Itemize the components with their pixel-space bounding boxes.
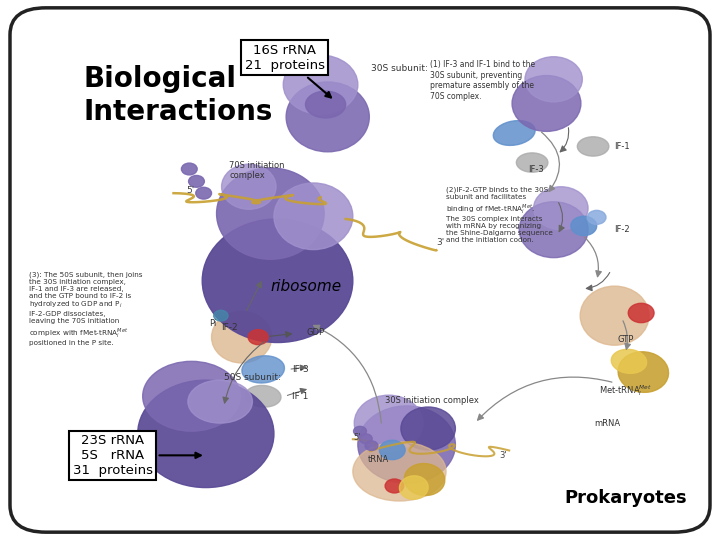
Ellipse shape [202, 219, 353, 342]
Text: 3': 3' [500, 451, 508, 460]
Circle shape [588, 211, 606, 224]
Ellipse shape [217, 168, 324, 259]
Text: Biological
Interactions: Biological Interactions [84, 65, 274, 126]
Ellipse shape [405, 463, 445, 496]
Ellipse shape [519, 202, 588, 258]
Text: (3): The 50S subunit, then joins
the 30S initiation complex,
IF-1 and IF-3 are r: (3): The 50S subunit, then joins the 30S… [29, 271, 142, 346]
Text: (1) IF-3 and IF-1 bind to the
30S subunit, preventing
premature assembly of the
: (1) IF-3 and IF-1 bind to the 30S subuni… [431, 60, 536, 100]
Text: Met-tRNA$_i^{Met}$: Met-tRNA$_i^{Met}$ [599, 383, 652, 399]
Ellipse shape [400, 476, 428, 500]
Circle shape [385, 479, 404, 493]
Circle shape [214, 310, 228, 321]
Ellipse shape [401, 407, 455, 450]
Ellipse shape [580, 286, 649, 345]
Ellipse shape [353, 442, 446, 501]
Ellipse shape [188, 380, 253, 423]
Ellipse shape [525, 57, 582, 102]
Ellipse shape [577, 137, 609, 156]
Text: GTP: GTP [617, 335, 634, 345]
Text: 30S subunit:: 30S subunit: [371, 64, 428, 73]
Text: (2)IF-2-GTP binds to the 30S
subunit and facilitates
binding of fMet-tRNA$_i^{Me: (2)IF-2-GTP binds to the 30S subunit and… [446, 187, 553, 243]
Text: IF-1: IF-1 [615, 142, 630, 151]
Text: GDP: GDP [306, 328, 324, 337]
Text: mRNA: mRNA [595, 418, 621, 428]
Text: IF-2: IF-2 [615, 225, 630, 234]
Circle shape [189, 176, 204, 187]
Text: IF-3: IF-3 [292, 365, 309, 374]
Ellipse shape [512, 76, 581, 131]
Text: 3': 3' [436, 238, 444, 247]
Ellipse shape [354, 395, 423, 451]
Circle shape [248, 329, 268, 345]
Ellipse shape [212, 312, 271, 363]
Ellipse shape [534, 187, 588, 230]
Ellipse shape [246, 386, 281, 407]
Text: 5': 5' [186, 186, 194, 195]
Ellipse shape [242, 356, 284, 383]
Text: Pi: Pi [210, 319, 217, 328]
Circle shape [365, 441, 378, 450]
Ellipse shape [274, 183, 353, 249]
Text: 70S initiation
complex: 70S initiation complex [230, 161, 285, 180]
Text: IF-3: IF-3 [528, 165, 544, 173]
Ellipse shape [516, 153, 548, 172]
Text: IF 1: IF 1 [292, 392, 308, 401]
Ellipse shape [286, 82, 369, 152]
Ellipse shape [493, 120, 535, 145]
Circle shape [354, 427, 366, 436]
Ellipse shape [283, 55, 358, 114]
Ellipse shape [305, 91, 346, 118]
FancyBboxPatch shape [10, 8, 710, 532]
Ellipse shape [611, 349, 647, 373]
Circle shape [181, 163, 197, 175]
Circle shape [629, 303, 654, 322]
Text: Prokaryotes: Prokaryotes [564, 489, 687, 507]
Text: tRNA: tRNA [367, 455, 389, 464]
Ellipse shape [138, 380, 274, 488]
Text: 30S initiation complex: 30S initiation complex [384, 395, 479, 404]
Ellipse shape [618, 352, 669, 393]
Text: 50S subunit:: 50S subunit: [224, 373, 281, 382]
Ellipse shape [222, 164, 276, 210]
Circle shape [196, 187, 212, 199]
Ellipse shape [143, 361, 240, 431]
Text: ribosome: ribosome [271, 279, 342, 294]
Text: 5': 5' [354, 433, 361, 442]
Text: IF-2: IF-2 [221, 323, 238, 332]
Ellipse shape [358, 406, 455, 483]
Circle shape [359, 434, 372, 443]
Text: 16S rRNA
21  proteins: 16S rRNA 21 proteins [245, 44, 331, 97]
Circle shape [379, 440, 405, 460]
Text: 23S rRNA
5S   rRNA
31  proteins: 23S rRNA 5S rRNA 31 proteins [73, 434, 201, 477]
Circle shape [571, 217, 597, 235]
